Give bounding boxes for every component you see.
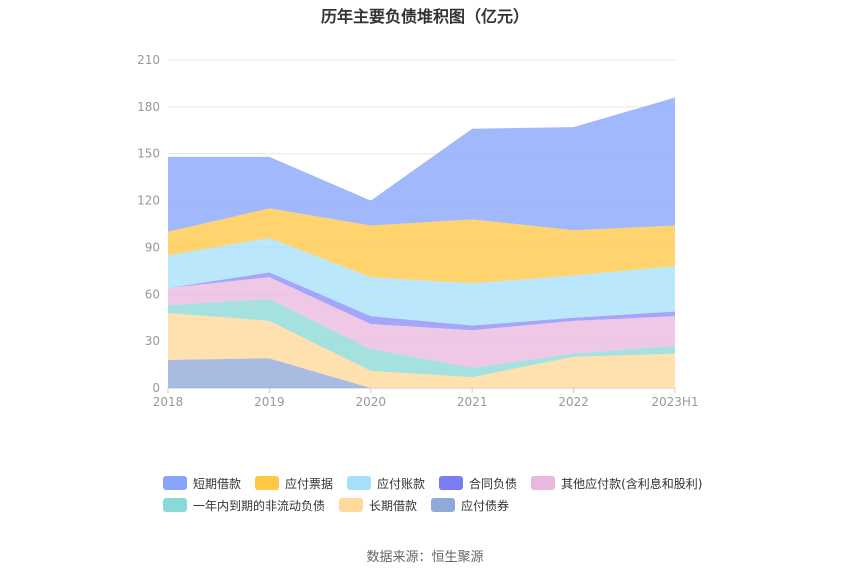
area-series[interactable] — [168, 313, 675, 388]
y-tick-label: 120 — [137, 194, 160, 208]
legend-label: 一年内到期的非流动负债 — [193, 498, 326, 513]
legend-item[interactable]: 长期借款 — [339, 497, 417, 514]
x-tick-label: 2019 — [254, 395, 285, 409]
legend-row-2: 一年内到期的非流动负债 长期借款 应付债券 — [163, 494, 763, 516]
legend-label: 应付债券 — [461, 498, 510, 513]
legend-label: 长期借款 — [369, 498, 418, 513]
legend-item[interactable]: 短期借款 — [163, 475, 241, 492]
area-series[interactable] — [168, 298, 675, 378]
y-tick-label: 30 — [145, 334, 160, 348]
area-series[interactable] — [168, 97, 675, 232]
legend-swatch-icon — [163, 498, 187, 512]
area-series[interactable] — [168, 277, 675, 368]
legend-item[interactable]: 应付账款 — [347, 475, 425, 492]
y-tick-label: 60 — [145, 287, 160, 301]
legend-item[interactable]: 其他应付款(含利息和股利) — [531, 475, 702, 492]
chart-title: 历年主要负债堆积图（亿元） — [320, 7, 529, 26]
x-tick-label: 2018 — [153, 395, 184, 409]
chart-legend: 短期借款 应付票据 应付账款 合同负债 其他应付款(含利息和股利) 一年内到期的… — [163, 472, 763, 516]
source-note: 数据来源：恒生聚源 — [366, 550, 484, 565]
y-tick-label: 90 — [145, 240, 160, 254]
legend-label: 其他应付款(含利息和股利) — [561, 476, 703, 491]
x-tick-label: 2023H1 — [651, 395, 698, 409]
legend-label: 短期借款 — [193, 476, 242, 491]
area-series[interactable] — [168, 358, 675, 388]
legend-swatch-icon — [255, 476, 280, 490]
y-tick-label: 150 — [137, 147, 160, 161]
legend-item[interactable]: 一年内到期的非流动负债 — [163, 497, 325, 514]
x-tick-label: 2021 — [457, 395, 488, 409]
x-tick-label: 2022 — [558, 395, 589, 409]
legend-swatch-icon — [339, 498, 364, 512]
x-tick-label: 2020 — [356, 395, 387, 409]
legend-item[interactable]: 应付票据 — [255, 475, 333, 492]
y-tick-label: 180 — [137, 100, 160, 114]
legend-item[interactable]: 合同负债 — [439, 475, 517, 492]
legend-swatch-icon — [347, 476, 372, 490]
legend-swatch-icon — [531, 476, 556, 490]
area-series[interactable] — [168, 238, 675, 326]
legend-item[interactable]: 应付债券 — [431, 497, 509, 514]
legend-row-1: 短期借款 应付票据 应付账款 合同负债 其他应付款(含利息和股利) — [163, 472, 763, 494]
legend-swatch-icon — [439, 476, 464, 490]
y-tick-label: 210 — [137, 53, 160, 67]
area-series[interactable] — [168, 208, 675, 284]
legend-label: 合同负债 — [469, 476, 518, 491]
area-series[interactable] — [168, 272, 675, 331]
stacked-area-chart: 0 30 60 90 120 150 180 210 2018 2019 2020 2021 2022 2… — [137, 53, 699, 409]
legend-label: 应付票据 — [285, 476, 334, 491]
y-tick-label: 0 — [152, 381, 160, 395]
legend-swatch-icon — [163, 476, 187, 490]
legend-label: 应付账款 — [377, 476, 426, 491]
legend-swatch-icon — [431, 498, 456, 512]
